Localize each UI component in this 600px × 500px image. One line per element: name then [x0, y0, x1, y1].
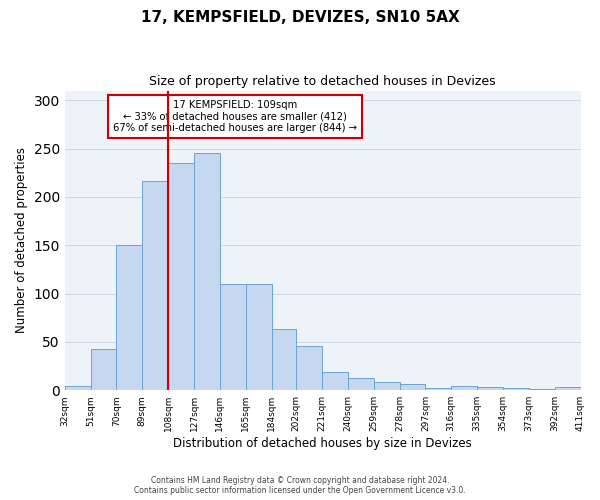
Bar [374, 382, 400, 390]
Bar [65, 386, 91, 390]
Bar [400, 384, 425, 390]
Bar [477, 388, 503, 390]
Bar [142, 182, 168, 390]
Bar [296, 346, 322, 390]
Bar [116, 245, 142, 390]
Bar [91, 348, 116, 390]
Text: 17 KEMPSFIELD: 109sqm
← 33% of detached houses are smaller (412)
67% of semi-det: 17 KEMPSFIELD: 109sqm ← 33% of detached … [113, 100, 357, 132]
Text: 17, KEMPSFIELD, DEVIZES, SN10 5AX: 17, KEMPSFIELD, DEVIZES, SN10 5AX [140, 10, 460, 25]
Bar [425, 388, 451, 390]
Y-axis label: Number of detached properties: Number of detached properties [15, 148, 28, 334]
Bar [322, 372, 348, 390]
Bar [503, 388, 529, 390]
Bar [554, 388, 581, 390]
Bar [529, 389, 554, 390]
Bar [194, 154, 220, 390]
Bar [220, 284, 246, 390]
Title: Size of property relative to detached houses in Devizes: Size of property relative to detached ho… [149, 75, 496, 88]
Bar [348, 378, 374, 390]
X-axis label: Distribution of detached houses by size in Devizes: Distribution of detached houses by size … [173, 437, 472, 450]
Bar [451, 386, 477, 390]
Bar [168, 163, 194, 390]
Bar [246, 284, 272, 390]
Bar [272, 330, 296, 390]
Text: Contains HM Land Registry data © Crown copyright and database right 2024.
Contai: Contains HM Land Registry data © Crown c… [134, 476, 466, 495]
